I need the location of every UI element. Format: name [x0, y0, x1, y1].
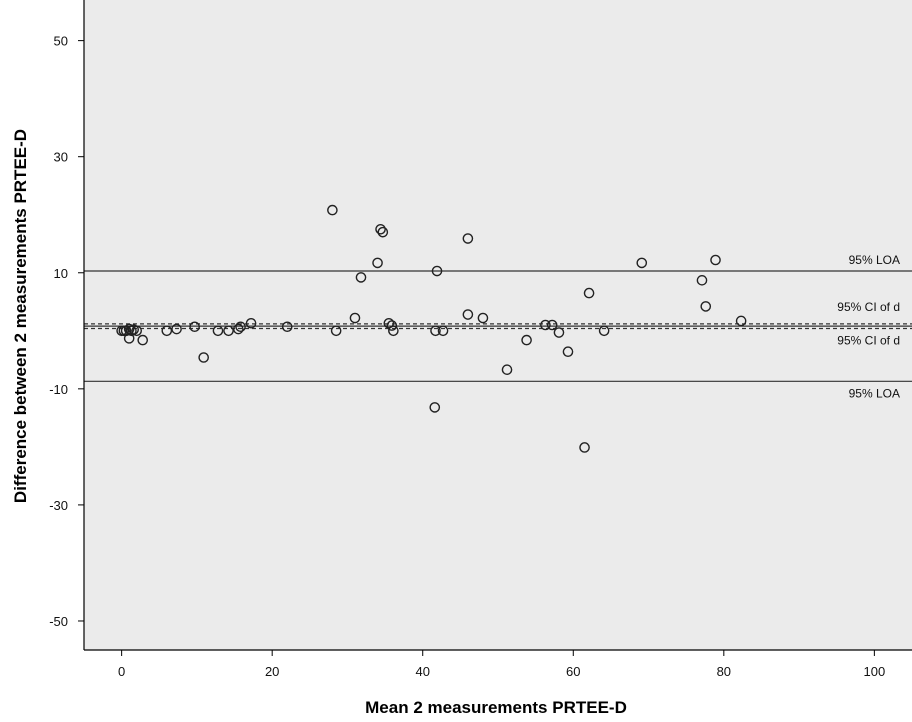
y-tick-label: 10	[54, 266, 68, 281]
data-point	[383, 317, 395, 329]
reference-line-label: 95% LOA	[849, 386, 900, 400]
x-tick-label: 100	[864, 664, 886, 679]
data-point	[198, 352, 209, 363]
x-tick-label: 20	[265, 664, 279, 679]
reference-line-label: 95% CI of d	[837, 300, 900, 314]
data-point	[349, 312, 361, 324]
y-tick-label: 30	[54, 150, 68, 165]
reference-line-label: 95% CI of d	[837, 333, 900, 347]
data-point	[710, 254, 721, 266]
data-point	[123, 333, 135, 344]
data-point	[696, 275, 708, 286]
data-point	[562, 346, 574, 357]
x-tick-label: 80	[717, 664, 731, 679]
x-axis-title: Mean 2 measurements PRTEE-D	[365, 698, 627, 717]
data-point	[700, 301, 712, 312]
data-point	[330, 325, 342, 337]
data-point	[437, 325, 449, 337]
data-point	[540, 319, 551, 331]
data-point	[546, 319, 558, 331]
data-point	[137, 334, 149, 346]
data-point	[131, 325, 142, 337]
data-point	[521, 334, 532, 346]
data-point	[462, 309, 474, 320]
data-point	[462, 233, 474, 244]
x-tick-label: 40	[415, 664, 429, 679]
data-point	[327, 204, 338, 216]
data-point	[377, 226, 389, 238]
data-point	[735, 315, 747, 327]
data-point	[579, 442, 590, 453]
y-tick-label: 50	[54, 34, 68, 49]
data-point	[355, 272, 367, 283]
data-point	[281, 321, 293, 333]
axes: 0 20 40 60 80 100 50 30 10 -10 -30 -50	[49, 0, 912, 679]
data-point	[171, 323, 182, 335]
data-point	[429, 402, 441, 413]
x-tick-label: 60	[566, 664, 580, 679]
y-tick-label: -50	[49, 614, 68, 629]
data-point	[598, 325, 610, 337]
data-point	[430, 325, 441, 337]
data-point	[388, 325, 399, 337]
data-point	[583, 287, 595, 299]
data-point	[636, 257, 648, 269]
x-tick-label: 0	[118, 664, 125, 679]
y-tick-label: -30	[49, 498, 68, 513]
data-point	[431, 265, 443, 277]
data-point	[386, 320, 398, 331]
data-point	[477, 312, 489, 324]
data-point	[245, 317, 257, 329]
data-point	[375, 223, 386, 235]
y-axis-title: Difference between 2 measurements PRTEE-…	[11, 129, 30, 503]
reference-line-label: 95% LOA	[849, 253, 900, 267]
y-tick-label: -10	[49, 382, 68, 397]
data-point	[233, 323, 244, 335]
data-point	[189, 321, 200, 333]
data-point	[212, 325, 224, 337]
data-point	[372, 257, 383, 269]
data-point	[235, 321, 246, 333]
data-point	[161, 325, 173, 337]
data-point	[553, 327, 565, 338]
data-point	[501, 364, 513, 375]
data-point	[223, 325, 234, 337]
plot-area	[84, 0, 912, 650]
reference-labels: 95% LOA 95% CI of d 95% CI of d 95% LOA	[837, 253, 900, 400]
data-points	[116, 204, 747, 453]
reference-lines	[84, 270, 912, 382]
